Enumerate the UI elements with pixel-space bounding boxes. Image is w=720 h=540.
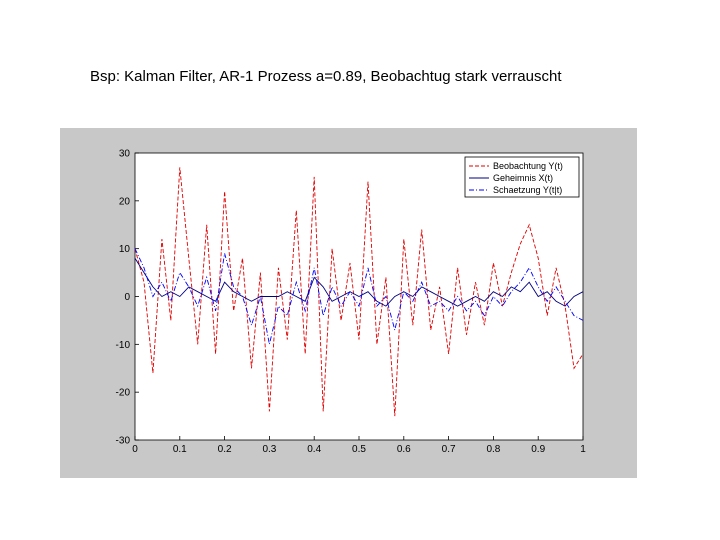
x-tick-label: 0.3 [262,444,276,455]
series-line-2 [134,248,584,345]
line-chart: 0 0.1 0.2 0.3 0.4 0.5 0.6 0.7 0.8 0.9 1 30 20 10 0 -10… [116,149,587,456]
y-tick-label: 30 [119,149,131,160]
x-tick-label: 0 [132,444,138,455]
series-layer [134,167,584,417]
x-axis: 0 0.1 0.2 0.3 0.4 0.5 0.6 0.7 0.8 0.9 1 [132,436,586,455]
legend-label-0: Beobachtung Y(t) [493,161,563,171]
figure-panel: 0 0.1 0.2 0.3 0.4 0.5 0.6 0.7 0.8 0.9 1 30 20 10 0 -10… [60,128,637,478]
y-tick-label: 0 [124,292,130,303]
y-tick-label: -30 [116,436,131,447]
x-tick-label: 0.7 [442,444,456,455]
y-tick-label: 20 [119,196,131,207]
y-tick-label: -20 [116,388,131,399]
y-tick-label: -10 [116,340,131,351]
x-tick-label: 0.1 [173,444,187,455]
series-line-0 [134,167,584,417]
x-tick-label: 0.6 [397,444,411,455]
x-tick-label: 0.5 [352,444,366,455]
x-tick-label: 0.8 [486,444,500,455]
slide-title: Bsp: Kalman Filter, AR-1 Prozess a=0.89,… [90,68,562,85]
x-tick-label: 1 [580,444,586,455]
y-axis: 30 20 10 0 -10 -20 -30 [116,149,139,447]
legend-label-1: Geheimnis X(t) [493,173,553,183]
legend-label-2: Schaetzung Y(t|t) [493,185,562,195]
y-tick-label: 10 [119,244,131,255]
x-tick-label: 0.4 [307,444,321,455]
legend: Beobachtung Y(t) Geheimnis X(t) Schaetzung… [464,156,580,198]
x-tick-label: 0.2 [218,444,232,455]
series-line-1 [134,257,584,307]
x-tick-label: 0.9 [531,444,545,455]
